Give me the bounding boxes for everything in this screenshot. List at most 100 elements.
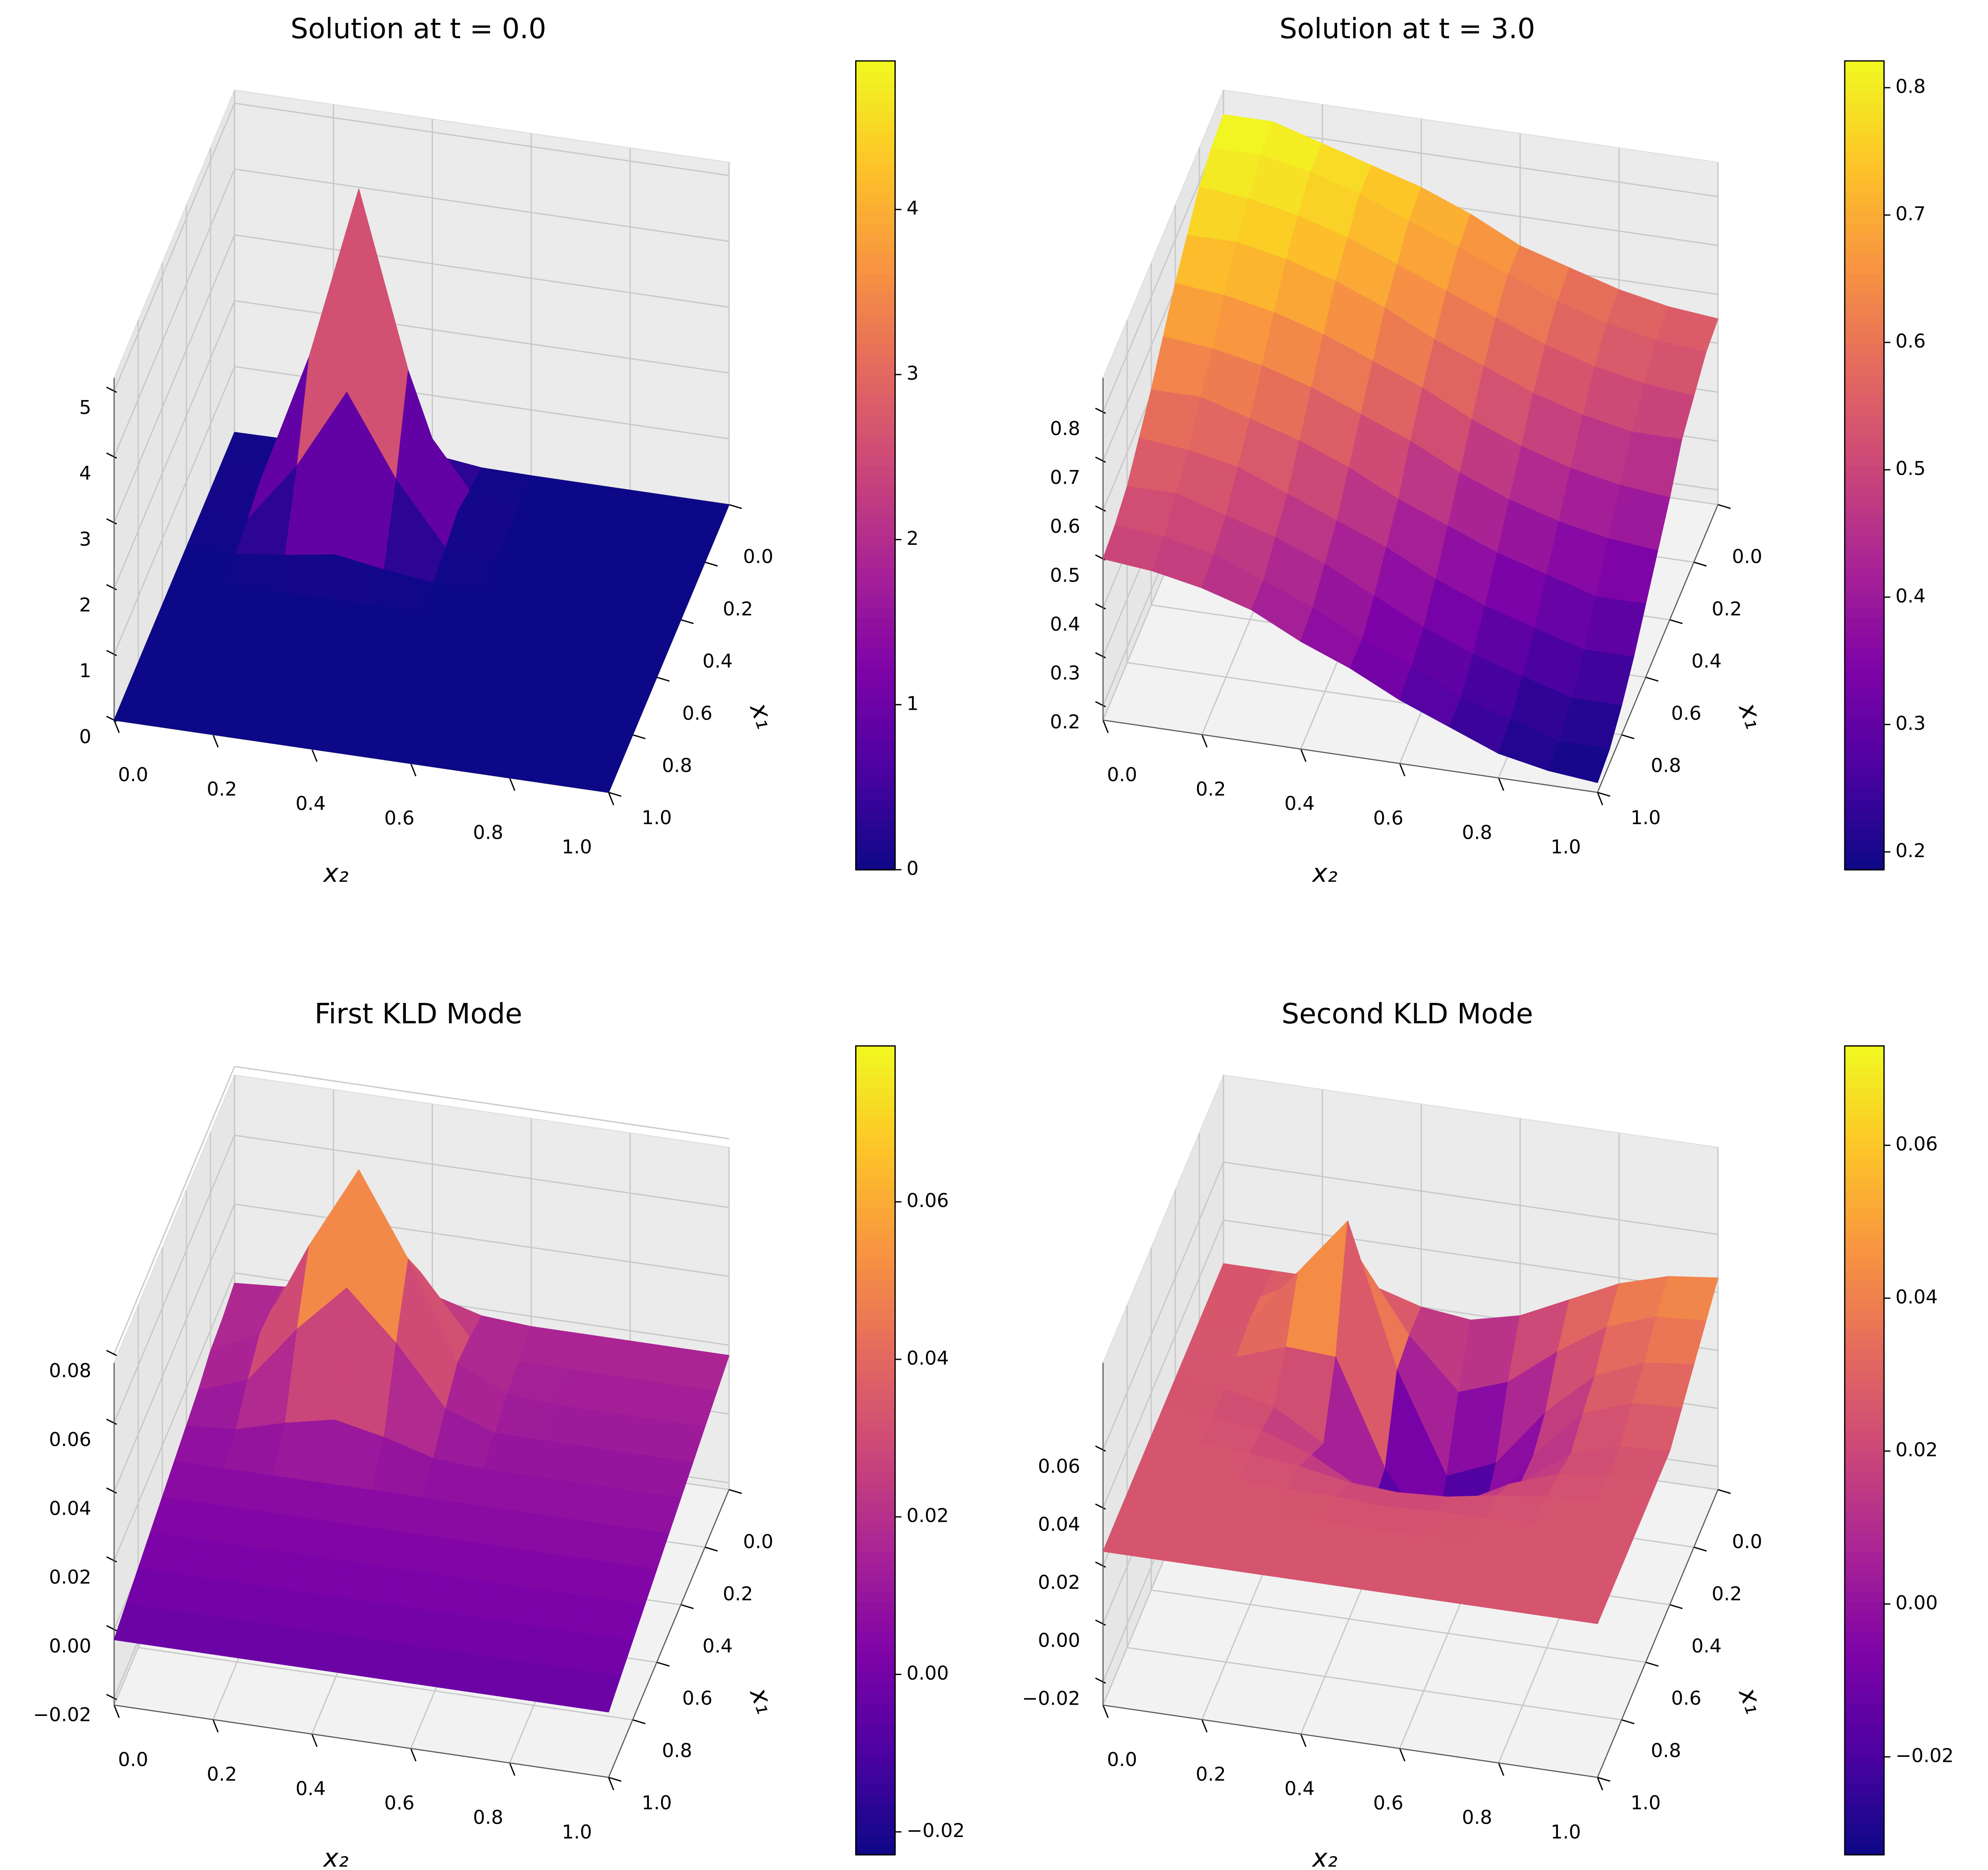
colorbar-strip (856, 1066, 895, 1077)
colorbar-strip (856, 1582, 895, 1593)
colorbar-strip (856, 71, 895, 82)
colorbar-strip (1844, 1177, 1884, 1189)
colorbar-strip (856, 1318, 895, 1330)
colorbar-strip (856, 1642, 895, 1653)
surface-patch (1547, 1587, 1610, 1624)
x1-tick-label: 1.0 (642, 807, 672, 829)
colorbar-strip (1844, 1157, 1884, 1168)
colorbar-strip (1844, 1238, 1884, 1249)
colorbar-strip (856, 1814, 895, 1825)
colorbar-strip (1844, 1834, 1884, 1845)
x2-tick (1597, 1777, 1603, 1791)
x1-tick-label: 0.8 (1651, 754, 1681, 777)
colorbar-strip (1844, 1622, 1884, 1633)
x2-tick (1498, 777, 1504, 791)
colorbar-strip (1844, 1147, 1884, 1158)
colorbar-strip (1844, 829, 1884, 840)
colorbar-strip (1844, 304, 1884, 315)
colorbar-strip (856, 304, 895, 315)
x1-axis-label: x₁ (744, 698, 780, 732)
colorbar-strip (1844, 607, 1884, 618)
x1-tick-label: 0.4 (702, 650, 732, 672)
colorbar-strip (856, 364, 895, 375)
colorbar-strip (856, 1460, 895, 1472)
colorbar-strip (856, 556, 895, 567)
colorbar-strip (856, 121, 895, 133)
z-tick (1095, 652, 1106, 658)
colorbar-strip (856, 182, 895, 193)
x2-tick-label: 1.0 (1551, 836, 1581, 858)
z-tick (106, 584, 117, 590)
colorbar-strip (856, 1217, 895, 1229)
x1-tick (608, 1776, 622, 1782)
grid-line (113, 1135, 236, 1424)
grid-line (113, 1204, 236, 1492)
colorbar-strip (856, 111, 895, 123)
z-tick (1095, 407, 1106, 414)
x2-axis-label: x₂ (1312, 1844, 1337, 1870)
colorbar-strip (856, 233, 895, 244)
colorbar-strip (1844, 1389, 1884, 1401)
x1-axis-line (608, 1489, 730, 1778)
x1-tick (656, 1662, 670, 1667)
colorbar-strip (856, 1723, 895, 1734)
x1-tick (1694, 1546, 1707, 1552)
x1-axis-line (1597, 504, 1719, 793)
x2-tick-label: 0.2 (207, 778, 237, 800)
chart-title: Solution at t = 0.0 (291, 13, 546, 45)
colorbar-strip (1844, 1096, 1884, 1108)
colorbar-strip (1844, 1056, 1884, 1067)
x1-tick (1597, 1776, 1611, 1782)
colorbar-strip (856, 768, 895, 780)
colorbar-tick-label: 3 (907, 362, 919, 385)
z-tick-label: 4 (79, 462, 91, 484)
colorbar-strip (856, 576, 895, 587)
grid-line (113, 103, 236, 392)
colorbar-strip (1844, 1217, 1884, 1229)
colorbar-strip (1844, 1592, 1884, 1603)
colorbar-strip (856, 61, 895, 72)
surface-patch (559, 756, 621, 793)
colorbar-strip (1844, 698, 1884, 709)
colorbar-strip (856, 455, 895, 466)
colorbar-strip (856, 1490, 895, 1502)
colorbar-strip (1844, 202, 1884, 213)
colorbar-strip (856, 1571, 895, 1583)
colorbar-strip (1844, 1541, 1884, 1552)
colorbar-strip (856, 223, 895, 234)
colorbar-strip (1844, 344, 1884, 355)
colorbar-strip (1844, 1511, 1884, 1522)
colorbar-strip (1844, 587, 1884, 598)
colorbar-strip (1844, 768, 1884, 780)
x2-tick-label: 0.6 (1373, 1792, 1403, 1814)
colorbar-strip (856, 809, 895, 820)
colorbar-strip (1844, 1086, 1884, 1098)
colorbar-strip (1844, 445, 1884, 456)
colorbar-strip (1844, 1308, 1884, 1320)
colorbar-strip (856, 789, 895, 800)
z-tick (106, 1418, 117, 1425)
x2-tick-label: 0.0 (118, 764, 148, 786)
colorbar-strip (1844, 728, 1884, 739)
z-tick (106, 1694, 117, 1700)
colorbar-strip (856, 1329, 895, 1340)
x1-tick-label: 0.0 (743, 546, 773, 568)
colorbar-strip (856, 475, 895, 486)
colorbar-tick-label: 0.02 (907, 1505, 949, 1527)
x1-tick-label: 0.0 (1732, 546, 1762, 568)
x1-tick-label: 0.2 (1712, 598, 1742, 620)
x2-tick (1300, 1733, 1307, 1747)
colorbar-strip (856, 405, 895, 416)
colorbar-strip (856, 647, 895, 658)
x2-tick (212, 734, 219, 748)
colorbar-strip (856, 1207, 895, 1219)
colorbar-strip (1844, 384, 1884, 395)
x2-tick (311, 749, 318, 762)
x1-tick (1669, 619, 1683, 624)
colorbar-strip (1844, 101, 1884, 112)
colorbar-strip (1844, 647, 1884, 658)
colorbar-strip (856, 91, 895, 102)
colorbar-strip (1844, 708, 1884, 719)
colorbar-strip (1844, 1713, 1884, 1724)
colorbar-strip (856, 597, 895, 608)
